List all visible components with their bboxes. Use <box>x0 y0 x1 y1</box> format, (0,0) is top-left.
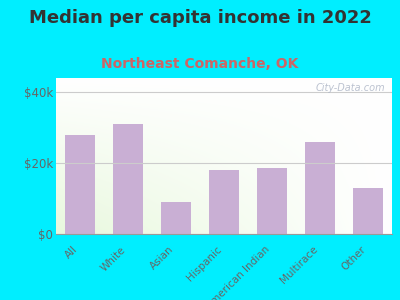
Text: Northeast Comanche, OK: Northeast Comanche, OK <box>101 57 299 71</box>
Bar <box>353 188 383 234</box>
Bar <box>209 170 239 234</box>
Bar <box>113 124 143 234</box>
Bar <box>257 168 287 234</box>
Text: Median per capita income in 2022: Median per capita income in 2022 <box>28 9 372 27</box>
Bar <box>161 202 191 234</box>
Text: City-Data.com: City-Data.com <box>316 83 385 93</box>
Bar <box>305 142 335 234</box>
Bar <box>65 135 95 234</box>
